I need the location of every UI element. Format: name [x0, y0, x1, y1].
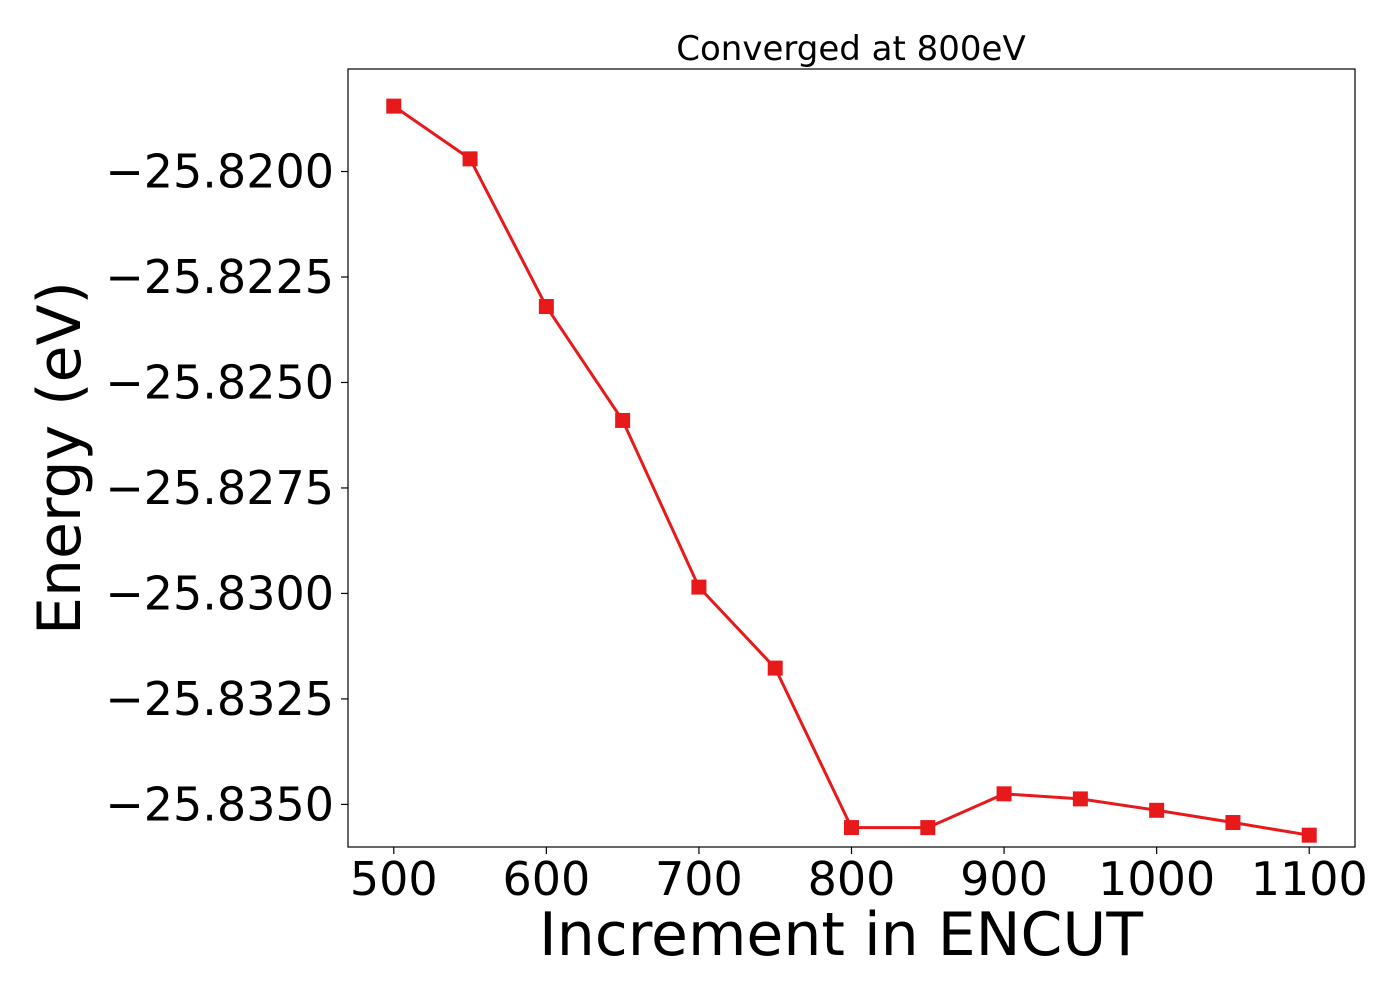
data-point-marker [1149, 802, 1165, 818]
data-point-marker [996, 786, 1012, 802]
x-axis-label: Increment in ENCUT [539, 900, 1143, 970]
data-point-marker [844, 820, 859, 836]
chart-title: Converged at 800eV [676, 29, 1025, 69]
series-line [392, 104, 1310, 837]
x-tick-label: 900 [960, 852, 1048, 906]
data-point-marker [1072, 791, 1088, 807]
y-tick-label: −25.8350 [105, 777, 334, 831]
y-tick-label: −25.8275 [105, 461, 334, 515]
x-tick-label: 700 [655, 852, 743, 906]
x-tick-label: 600 [502, 852, 590, 906]
data-point-marker [462, 151, 478, 167]
data-point-marker [691, 579, 707, 595]
x-tick-label: 1100 [1251, 852, 1368, 906]
axis-ticks: 500 600 700 800 900 1000 1100 −25.8200 −25.8225 −… [105, 145, 1368, 906]
x-tick-label: 800 [808, 852, 896, 906]
x-tick-label: 1000 [1098, 852, 1215, 906]
data-point-marker [920, 820, 936, 836]
data-point-marker [1301, 827, 1317, 843]
y-tick-label: −25.8300 [105, 566, 334, 620]
y-tick-label: −25.8200 [105, 145, 334, 199]
data-point-marker [386, 98, 402, 114]
data-point-marker [1225, 815, 1241, 831]
plot-area-frame [347, 68, 1356, 848]
y-tick-label: −25.8225 [105, 250, 334, 304]
x-tick-label: 500 [350, 852, 438, 906]
y-tick-label: −25.8250 [105, 355, 334, 409]
y-axis-label: Energy (eV) [25, 281, 95, 635]
data-point-marker [767, 660, 783, 676]
data-series [386, 98, 1317, 843]
data-point-marker [538, 299, 554, 315]
y-tick-label: −25.8325 [105, 672, 334, 726]
data-point-marker [615, 412, 631, 428]
